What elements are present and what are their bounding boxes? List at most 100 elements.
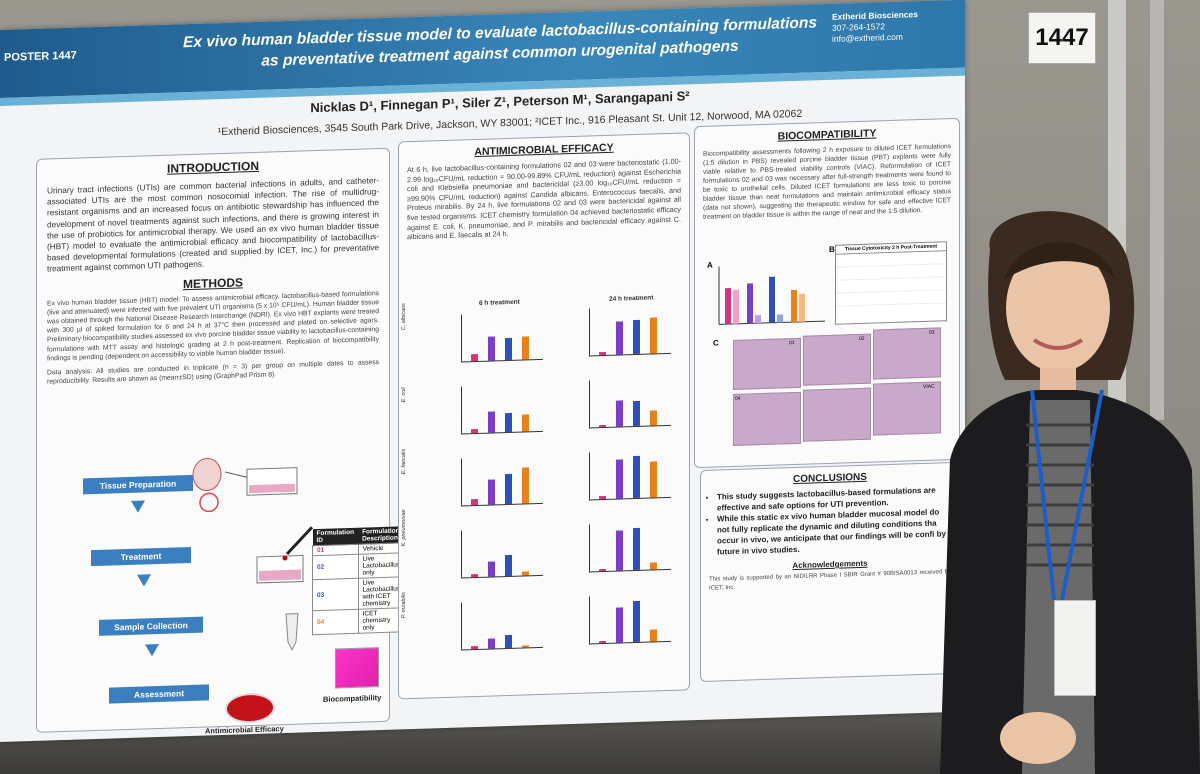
ack-text: This study is supported by an NIDILRR Ph… [709, 569, 951, 592]
bladder-diagram-icon [192, 457, 298, 513]
intro-text: Urinary tract infections (UTIs) are comm… [47, 175, 379, 274]
efficacy-bar [650, 410, 657, 426]
company-contact: Extherid Biosciences 307-264-1572 info@e… [832, 9, 918, 45]
efficacy-bar [633, 455, 640, 499]
company-email: info@extherid.com [832, 31, 903, 44]
name-badge [1054, 600, 1096, 696]
agar-plate-image [225, 692, 275, 724]
efficacy-bar [471, 498, 478, 506]
histo-label-04: 04 [735, 395, 741, 402]
sample-tube-icon [285, 613, 299, 651]
poster-board-frame-right2 [1150, 0, 1164, 420]
efficacy-bar [616, 321, 623, 355]
col-24h-label: 24 h treatment [609, 294, 654, 303]
efficacy-chart-grid: C. albicans E. coli E. faecalis K. pneumoni… [399, 303, 689, 692]
efficacy-bar [650, 562, 657, 570]
chart-axis-y [589, 596, 590, 645]
efficacy-bar [599, 640, 606, 644]
efficacy-bar [522, 467, 529, 504]
efficacy-bar [633, 400, 640, 427]
chart-axis-y [461, 386, 462, 435]
efficacy-mini-chart [589, 378, 671, 429]
organism-label: E. coli [401, 387, 407, 403]
chart-axis-y [461, 602, 462, 651]
efficacy-bar [488, 638, 495, 649]
efficacy-text: At 6 h, live lactobacillus-containing fo… [407, 156, 681, 242]
biocompat-panel: BIOCOMPATIBILITY Biocompatibility assess… [694, 117, 960, 469]
chart-axis-y [589, 452, 590, 501]
histo-label-02: 02 [859, 335, 865, 343]
efficacy-bar [633, 319, 640, 355]
efficacy-bar [650, 629, 657, 642]
chart-axis-y [589, 524, 590, 573]
efficacy-bar [522, 336, 529, 360]
conclusion-bullet: While this static ex vivo human bladder … [717, 506, 953, 557]
chart-axis-y [461, 530, 462, 579]
efficacy-bar [488, 479, 495, 505]
efficacy-bar [650, 317, 657, 354]
efficacy-bar [505, 473, 512, 505]
efficacy-mini-chart [461, 528, 543, 579]
legend-id-04: 04 [312, 609, 359, 635]
efficacy-bar [633, 527, 640, 571]
histo-label-01: 01 [789, 340, 795, 347]
poster-number-label: POSTER 1447 [4, 49, 77, 64]
efficacy-bar [522, 414, 529, 432]
histology-image-05 [803, 387, 871, 442]
efficacy-mini-chart [461, 312, 543, 363]
organism-label: K. pneumoniae [401, 509, 407, 547]
legend-id-02: 02 [312, 554, 359, 580]
efficacy-bar [522, 645, 529, 648]
data-analysis-text: Data analysis: All studies are conducted… [47, 359, 379, 386]
efficacy-bar [471, 428, 478, 434]
poster-sheet: POSTER 1447 Ex vivo human bladder tissue… [0, 0, 965, 742]
col-6h-label: 6 h treatment [479, 298, 520, 307]
efficacy-bar [471, 645, 478, 650]
methods-text: Ex vivo human bladder tissue (HBT) model… [47, 289, 379, 363]
legend-header-id: Formulation ID [312, 527, 359, 546]
efficacy-bar [471, 573, 478, 578]
efficacy-bar [505, 412, 512, 433]
pipette-icon [256, 526, 314, 584]
efficacy-panel: ANTIMICROBIAL EFFICACY At 6 h, live lact… [398, 132, 690, 700]
flow-step-sample-collection: Sample Collection [99, 616, 203, 636]
efficacy-bar [616, 530, 623, 571]
efficacy-bar [505, 634, 512, 649]
flow-step-assessment: Assessment [109, 684, 209, 704]
conclusions-list: This study suggests lactobacillus-based … [701, 484, 953, 558]
chart-axis-y [461, 458, 462, 507]
booth-number-sign: 1447 [1028, 12, 1096, 64]
organism-label: E. faecalis [401, 448, 407, 475]
efficacy-bar [505, 337, 512, 361]
efficacy-bar [599, 495, 606, 500]
organism-label: P. mirabilis [401, 592, 407, 619]
efficacy-bar [599, 568, 606, 572]
efficacy-bar [633, 600, 640, 643]
efficacy-bar [599, 424, 606, 428]
chart-axis-y [461, 314, 462, 363]
conclusions-panel: CONCLUSIONS This study suggests lactobac… [700, 461, 960, 683]
viability-bar-chart [718, 266, 825, 325]
efficacy-bar [488, 336, 495, 361]
efficacy-bar [488, 561, 495, 577]
efficacy-mini-chart [589, 306, 671, 357]
efficacy-bar [599, 351, 606, 356]
efficacy-bar [616, 607, 623, 643]
flow-arrow-icon [137, 574, 151, 587]
biocompatibility-label: Biocompatibility [323, 693, 382, 704]
well-plate-image [335, 647, 379, 689]
panel-label-a: A [707, 260, 713, 270]
efficacy-bar [616, 459, 623, 499]
biocompat-text: Biocompatibility assessments following 2… [703, 143, 951, 221]
legend-id-03: 03 [312, 578, 359, 611]
efficacy-mini-chart [589, 450, 671, 501]
histology-image-04 [733, 391, 801, 446]
efficacy-bar [471, 353, 478, 362]
flow-arrow-icon [131, 500, 145, 513]
efficacy-mini-chart [461, 384, 543, 435]
efficacy-bar [505, 554, 512, 577]
efficacy-mini-chart [589, 522, 671, 573]
efficacy-mini-chart [589, 594, 671, 645]
